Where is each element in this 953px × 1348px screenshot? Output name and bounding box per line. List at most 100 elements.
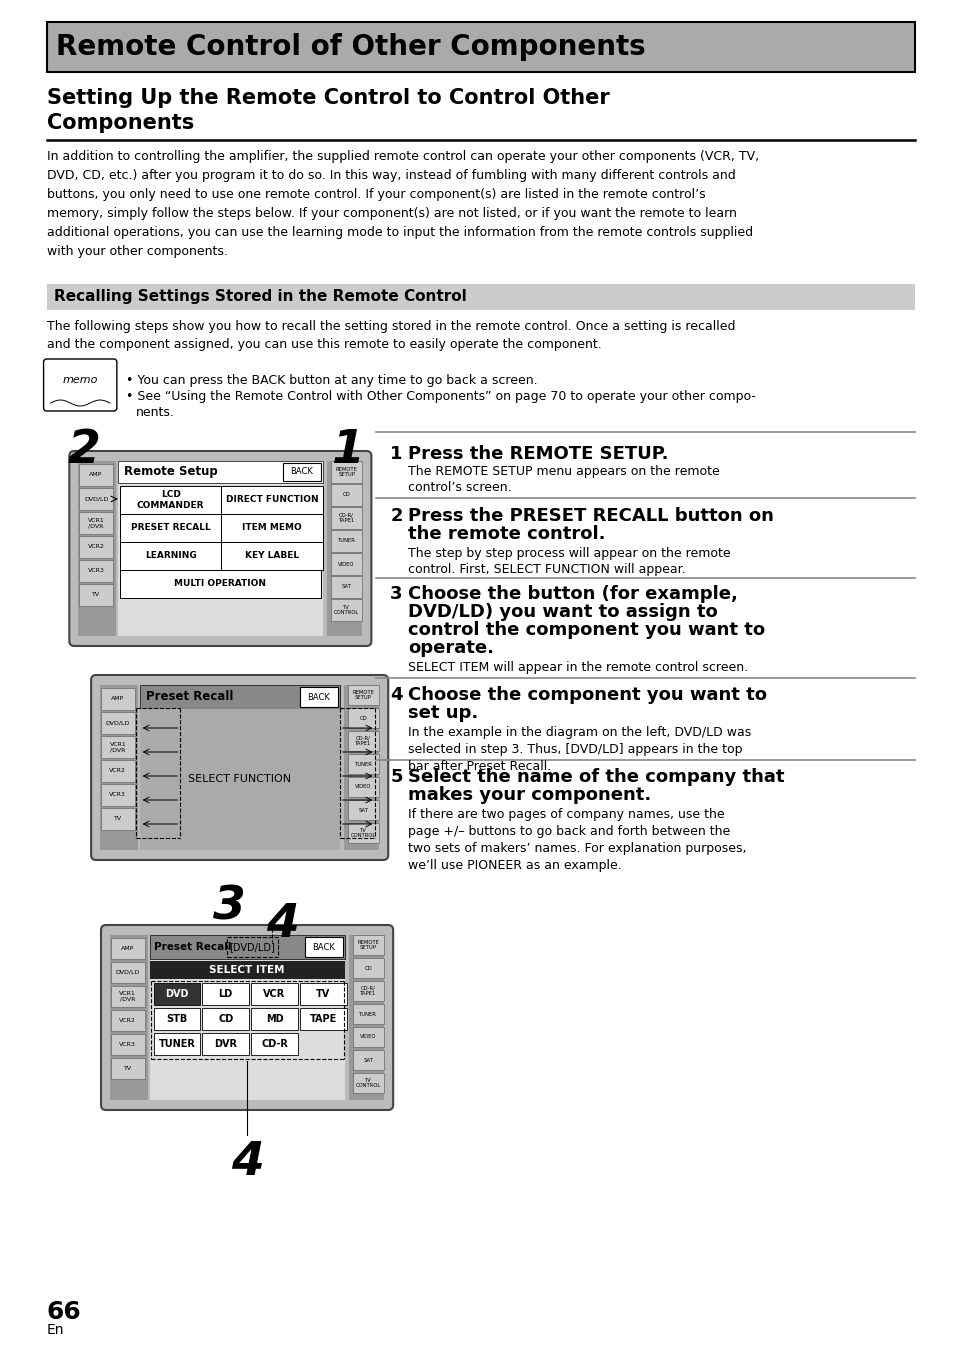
Bar — [110, 936, 148, 1100]
Bar — [331, 576, 362, 599]
Text: operate.: operate. — [408, 639, 494, 656]
Text: DVD/LD: DVD/LD — [106, 720, 130, 725]
Text: DVR: DVR — [214, 1039, 237, 1049]
Text: CD: CD — [342, 492, 350, 497]
Text: SELECT ITEM will appear in the remote control screen.: SELECT ITEM will appear in the remote co… — [408, 661, 747, 674]
Text: 1: 1 — [390, 445, 402, 462]
Text: VCR2: VCR2 — [110, 768, 126, 774]
Text: makes your component.: makes your component. — [408, 786, 651, 803]
Text: AMP: AMP — [121, 946, 134, 950]
Text: SAT: SAT — [341, 585, 352, 589]
Bar — [347, 754, 379, 774]
Text: DVD/LD: DVD/LD — [84, 496, 108, 501]
Bar — [101, 712, 134, 735]
Bar — [331, 530, 362, 551]
Bar — [111, 962, 145, 983]
Text: TV
CONTROL: TV CONTROL — [351, 828, 375, 838]
Bar — [353, 981, 384, 1002]
Text: Recalling Settings Stored in the Remote Control: Recalling Settings Stored in the Remote … — [54, 290, 467, 305]
Text: CD: CD — [364, 965, 372, 971]
Bar — [347, 824, 379, 842]
Text: BACK: BACK — [307, 693, 330, 701]
Text: DIRECT FUNCTION: DIRECT FUNCTION — [226, 496, 318, 504]
Bar — [139, 685, 339, 851]
Text: selected in step 3. Thus, [DVD/LD] appears in the top: selected in step 3. Thus, [DVD/LD] appea… — [408, 743, 741, 756]
Bar — [79, 488, 112, 510]
Bar — [331, 461, 362, 483]
Bar — [347, 776, 379, 797]
Text: 4: 4 — [231, 1140, 263, 1185]
FancyBboxPatch shape — [221, 542, 322, 570]
Text: VCR3: VCR3 — [88, 569, 105, 573]
Bar — [347, 731, 379, 751]
Bar — [78, 461, 115, 636]
Text: SELECT ITEM: SELECT ITEM — [209, 965, 285, 975]
Text: 2: 2 — [68, 429, 100, 473]
Bar — [118, 461, 322, 483]
Text: CD: CD — [218, 1014, 233, 1024]
Text: SELECT FUNCTION: SELECT FUNCTION — [188, 775, 291, 785]
Bar — [79, 559, 112, 582]
Bar — [111, 985, 145, 1007]
Text: Select the name of the company that: Select the name of the company that — [408, 768, 783, 786]
Text: In the example in the diagram on the left, DVD/LD was: In the example in the diagram on the lef… — [408, 727, 751, 739]
Text: 66: 66 — [47, 1299, 81, 1324]
FancyBboxPatch shape — [91, 675, 388, 860]
Text: VCR3: VCR3 — [119, 1042, 136, 1047]
Bar — [139, 709, 339, 851]
Text: SAT: SAT — [363, 1057, 373, 1062]
Text: MD: MD — [265, 1014, 283, 1024]
Text: Preset Recall: Preset Recall — [154, 942, 232, 952]
Bar — [305, 937, 342, 957]
Bar — [347, 799, 379, 820]
Text: En: En — [47, 1322, 64, 1337]
Text: with your other components.: with your other components. — [47, 245, 227, 257]
Text: AMP: AMP — [90, 473, 103, 477]
FancyBboxPatch shape — [120, 514, 221, 542]
Text: DVD/LD) you want to assign to: DVD/LD) you want to assign to — [408, 603, 717, 621]
Bar — [111, 1058, 145, 1078]
Text: CD-R: CD-R — [261, 1039, 288, 1049]
Text: Press the REMOTE SETUP.: Press the REMOTE SETUP. — [408, 445, 668, 462]
Text: The step by step process will appear on the remote: The step by step process will appear on … — [408, 547, 730, 559]
Bar — [300, 687, 337, 706]
Text: memory, simply follow the steps below. If your component(s) are not listed, or i: memory, simply follow the steps below. I… — [47, 208, 736, 220]
Bar — [299, 1008, 346, 1030]
Text: two sets of makers’ names. For explanation purposes,: two sets of makers’ names. For explanati… — [408, 842, 746, 855]
Bar — [111, 1034, 145, 1055]
Text: KEY LABEL: KEY LABEL — [245, 551, 299, 561]
FancyBboxPatch shape — [120, 570, 320, 599]
Text: control’s screen.: control’s screen. — [408, 481, 511, 493]
Bar — [202, 1008, 249, 1030]
Bar — [327, 461, 362, 636]
Bar — [353, 958, 384, 979]
Bar — [100, 685, 137, 851]
Text: we’ll use PIONEER as an example.: we’ll use PIONEER as an example. — [408, 859, 621, 872]
Bar — [111, 1010, 145, 1031]
Bar — [353, 936, 384, 954]
Text: TUNER: TUNER — [355, 762, 372, 767]
Text: LCD
COMMANDER: LCD COMMANDER — [136, 491, 204, 510]
FancyBboxPatch shape — [44, 359, 116, 411]
Bar — [331, 484, 362, 506]
Text: [DVD/LD]: [DVD/LD] — [230, 942, 275, 952]
Bar — [79, 464, 112, 487]
Text: If there are two pages of company names, use the: If there are two pages of company names,… — [408, 807, 724, 821]
Text: TV: TV — [315, 989, 330, 999]
Text: SAT: SAT — [358, 807, 368, 813]
Bar — [299, 983, 346, 1006]
Text: VCR3: VCR3 — [110, 793, 126, 798]
Text: 3: 3 — [390, 585, 402, 603]
Text: VIDEO: VIDEO — [338, 562, 355, 566]
Text: BACK: BACK — [312, 942, 335, 952]
Text: DVD: DVD — [165, 989, 189, 999]
Text: In addition to controlling the amplifier, the supplied remote control can operat: In addition to controlling the amplifier… — [47, 150, 758, 163]
Text: AMP: AMP — [112, 697, 124, 701]
Bar — [79, 584, 112, 607]
Text: REMOTE
SETUP: REMOTE SETUP — [353, 690, 374, 701]
Bar — [47, 284, 914, 310]
Bar — [150, 936, 344, 958]
Bar — [353, 1073, 384, 1093]
Bar — [251, 983, 297, 1006]
Text: PRESET RECALL: PRESET RECALL — [131, 523, 211, 532]
